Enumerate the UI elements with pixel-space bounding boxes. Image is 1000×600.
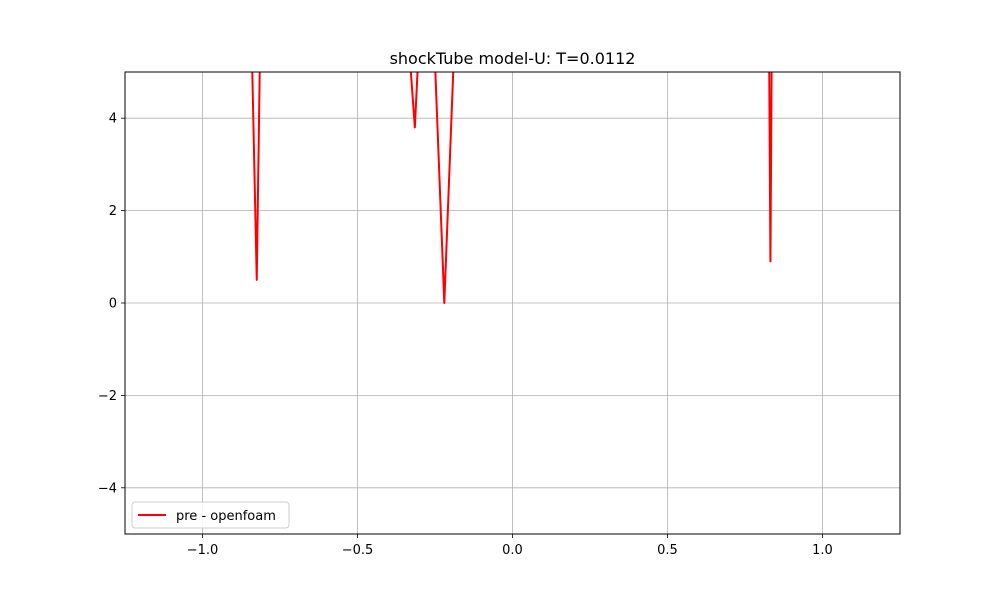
x-tick-label: 1.0 xyxy=(812,543,833,558)
series-line-segment xyxy=(251,72,261,281)
series-line-segment xyxy=(409,72,419,129)
y-axis: −4 −2 0 2 4 xyxy=(98,112,125,496)
series-line-segment xyxy=(434,72,455,304)
series-group xyxy=(251,72,773,304)
legend-box xyxy=(131,501,290,529)
y-tick-label: −4 xyxy=(98,481,117,496)
x-tick-label: 0.5 xyxy=(657,543,678,558)
y-tick-label: 0 xyxy=(109,297,117,312)
x-axis: −1.0 −0.5 0.0 0.5 1.0 xyxy=(187,534,833,558)
legend: pre - openfoam xyxy=(131,501,290,529)
x-tick-label: 0.0 xyxy=(502,543,523,558)
chart-title: shockTube model-U: T=0.0112 xyxy=(390,49,636,68)
y-tick-label: 4 xyxy=(109,112,117,127)
x-tick-label: −0.5 xyxy=(342,543,374,558)
series-line-segment xyxy=(768,72,773,263)
x-tick-label: −1.0 xyxy=(187,543,219,558)
legend-label-pre-openfoam: pre - openfoam xyxy=(176,509,276,524)
y-tick-label: −2 xyxy=(98,389,117,404)
y-tick-label: 2 xyxy=(109,204,117,219)
